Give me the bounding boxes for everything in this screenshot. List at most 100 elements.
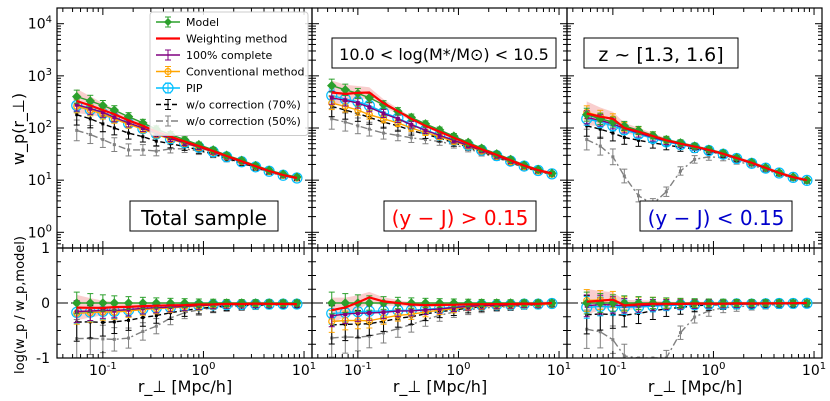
series-line [76,302,297,310]
data-point [154,324,158,328]
y-tick-label: 100 [28,223,52,241]
x-tick-label: 101 [292,361,316,379]
data-point [707,309,711,313]
data-point [168,147,172,151]
series-w-o-correction-50- [73,119,300,358]
weighting-band-bottom [331,291,552,323]
legend-label: w/o correction (50%) [186,115,301,128]
ylabel-top: w_p(r_⊥) [9,93,29,165]
data-point [72,91,82,102]
data-point [382,131,386,135]
data-point [101,337,105,341]
legend: Model Weighting method 100% complete Conven… [149,11,309,136]
svg-text:z ~ [1.3, 1.6]: z ~ [1.3, 1.6] [598,44,723,66]
series-w-o-correction-50- [583,128,810,358]
y-tick-label: 102 [28,119,52,137]
data-point [409,122,414,127]
data-point [622,135,626,139]
series-line [76,99,298,180]
legend-label: w/o correction (70%) [186,99,301,112]
data-point [678,169,682,173]
legend-item: PIP [156,82,203,95]
svg-text:Total sample: Total sample [140,206,267,230]
data-point [367,105,372,110]
data-point [664,356,668,358]
series-line [331,91,553,175]
data-point [693,315,697,319]
y-tick-label: 0 [41,296,50,312]
data-point [395,309,400,314]
data-point [409,308,414,313]
legend-marker [164,67,172,76]
data-point [381,111,386,116]
data-point [423,138,427,142]
series-weighting-method [586,112,808,307]
annotation-total-sample: Total sample [129,200,279,232]
xlabel-3: r_⊥ [Mpc/h] [648,377,742,397]
legend-item: 100% complete [156,49,273,62]
data-point [802,298,812,308]
data-point [598,144,602,148]
data-point [585,124,589,128]
series-line [76,304,297,341]
data-point [141,329,145,333]
svg-text:10.0 < log(M*/M⊙) < 10.5: 10.0 < log(M*/M⊙) < 10.5 [339,45,549,64]
data-point [327,298,337,308]
data-point [343,120,347,124]
data-point [127,131,131,135]
data-point [707,155,711,159]
data-point [154,149,158,153]
data-point [381,310,386,315]
series-line [586,112,808,182]
data-point [611,155,615,159]
data-point [364,93,375,103]
data-point [637,138,641,142]
legend-marker [164,18,172,26]
panel-3: 10-1 100 101 [566,7,826,379]
data-point [75,113,79,117]
data-point [154,139,158,143]
ylabel-bottom: log(w_p / w_p,model) [13,236,28,374]
data-point [100,110,105,115]
data-point [101,138,105,142]
data-point [330,117,334,121]
legend-box [149,11,309,136]
series-weighting-method [76,99,298,310]
data-point [355,311,360,316]
data-point [112,320,116,324]
data-point [112,337,116,341]
data-point [598,127,602,131]
series-line [586,125,808,182]
data-point [140,126,145,130]
data-point [598,330,602,334]
annotation-blue-color-cut: (y − J) < 0.15 [639,200,793,232]
data-point [678,331,682,335]
data-point [141,148,145,152]
legend-label: Conventional method [186,66,304,79]
data-point [693,157,697,161]
annotation-red-color-cut: (y − J) > 0.15 [383,200,537,232]
x-tick-label: 10-1 [599,361,627,379]
data-point [126,120,131,125]
data-point [637,194,641,198]
annotation-mass-range: 10.0 < log(M*/M⊙) < 10.5 [331,37,557,69]
data-point [364,298,375,308]
legend-item: w/o correction (70%) [156,99,301,112]
svg-text:(y − J) < 0.15: (y − J) < 0.15 [648,206,785,230]
data-point [112,115,117,120]
data-point [112,126,116,130]
xlabel-2: r_⊥ [Mpc/h] [393,377,487,397]
data-point [141,316,145,320]
x-tick-label: 10-1 [344,361,372,379]
data-point [329,313,334,318]
data-point [382,331,386,335]
data-point [437,133,442,138]
x-tick-label: 101 [802,361,826,379]
data-point [101,320,105,324]
data-point [101,122,105,126]
annotation-redshift-range: z ~ [1.3, 1.6] [583,37,739,69]
legend-label: Model [186,16,219,29]
data-point [154,314,158,318]
data-point [127,148,131,152]
